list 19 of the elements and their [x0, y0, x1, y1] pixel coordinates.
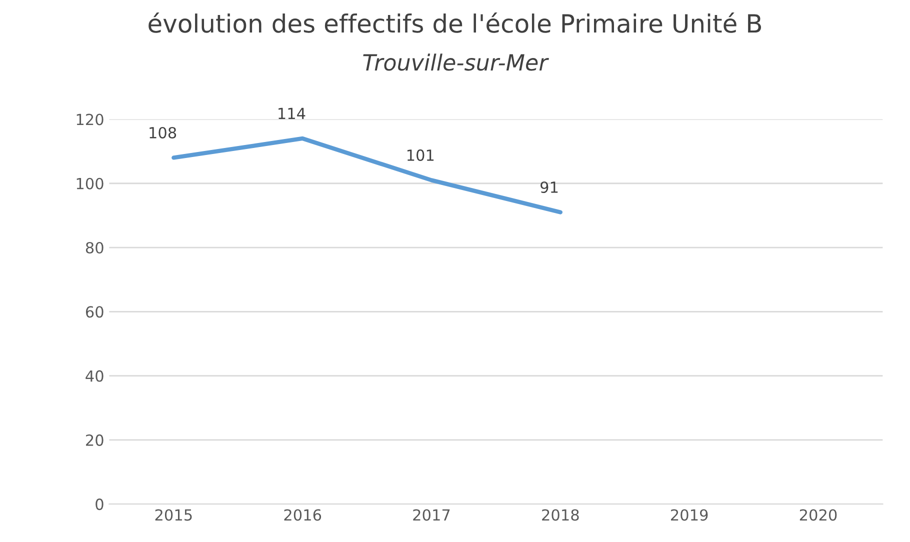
- y-tick-label: 60: [86, 306, 104, 318]
- y-tick-label: 100: [76, 178, 104, 190]
- x-tick-label: 2015: [155, 509, 192, 521]
- chart-title: évolution des effectifs de l'école Primaire Unité B: [148, 12, 762, 33]
- data-label: 91: [540, 181, 558, 194]
- x-tick-label: 2016: [284, 509, 322, 521]
- y-tick-label: 20: [86, 434, 104, 446]
- y-tick-label: 80: [86, 242, 104, 254]
- y-tick-label: 120: [76, 114, 104, 126]
- x-tick-label: 2019: [671, 509, 708, 521]
- data-label: 108: [150, 126, 176, 138]
- x-tick-label: 2020: [800, 509, 837, 521]
- y-tick-label: 40: [86, 370, 104, 382]
- chart-subtitle: Trouville-sur-Mer: [363, 54, 549, 71]
- data-label: 101: [407, 149, 434, 161]
- y-tick-label: 0: [96, 498, 104, 510]
- data-label: 114: [278, 108, 306, 120]
- x-tick-label: 2018: [542, 509, 579, 521]
- x-tick-label: 2017: [413, 509, 450, 521]
